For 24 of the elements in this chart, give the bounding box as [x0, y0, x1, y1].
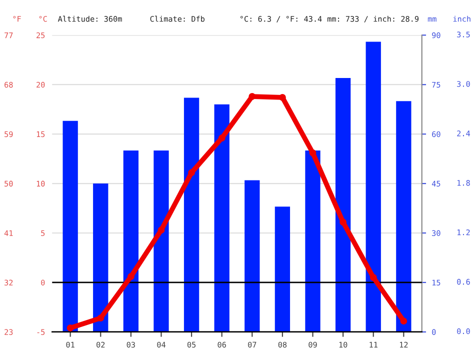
bar: [214, 104, 230, 332]
bar: [93, 184, 108, 332]
bar: [184, 98, 200, 332]
point: [370, 274, 377, 281]
bar: [123, 150, 139, 332]
bar: [274, 206, 290, 332]
point: [218, 134, 226, 142]
bar: [154, 150, 169, 332]
bar: [305, 150, 320, 332]
bar: [62, 120, 78, 332]
bar: [335, 78, 351, 332]
point: [278, 94, 286, 101]
point: [248, 93, 256, 100]
bar: [396, 101, 412, 332]
point: [188, 169, 196, 176]
point: [340, 218, 347, 226]
point: [97, 314, 104, 322]
point: [127, 273, 134, 280]
point: [66, 324, 74, 332]
point: [309, 149, 316, 156]
bar: [366, 42, 381, 332]
bar: [244, 180, 260, 332]
point: [158, 226, 165, 234]
point: [400, 318, 408, 325]
